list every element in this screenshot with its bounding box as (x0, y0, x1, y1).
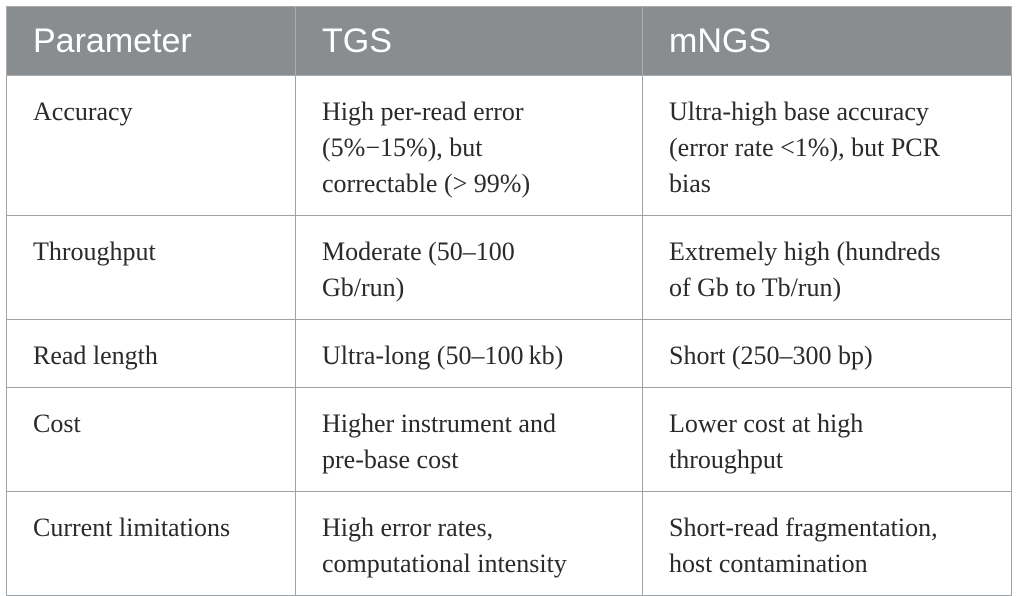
cell-parameter: Accuracy (6, 75, 296, 216)
cell-mngs: Short-read fragmentation, host contamina… (642, 491, 1012, 596)
cell-line: correctable (> 99%) (322, 169, 531, 198)
cell-line: Ultra-high base accuracy (669, 97, 929, 126)
cell-parameter: Cost (6, 387, 296, 492)
cell-line: Current limitations (33, 513, 231, 542)
header-tgs: TGS (295, 6, 643, 76)
header-mngs: mNGS (642, 6, 1012, 76)
table-header: Parameter TGS mNGS (6, 6, 1012, 76)
cell-parameter: Current limitations (6, 491, 296, 596)
header-row: Parameter TGS mNGS (6, 6, 1012, 76)
cell-line: Higher instrument and (322, 409, 556, 438)
table-row: Current limitations High error rates, co… (6, 491, 1012, 596)
cell-parameter: Throughput (6, 215, 296, 320)
cell-line: throughput (669, 445, 784, 474)
cell-line: Accuracy (33, 97, 133, 126)
cell-tgs: Ultra-long (50–100 kb) (295, 319, 643, 388)
table-row: Accuracy High per-read error (5%−15%), b… (6, 75, 1012, 216)
cell-line: Gb/run) (322, 273, 405, 302)
cell-tgs: Higher instrument and pre-base cost (295, 387, 643, 492)
cell-tgs: High error rates, computational intensit… (295, 491, 643, 596)
cell-line: Lower cost at high (669, 409, 864, 438)
cell-line: Short (250–300 bp) (669, 341, 873, 370)
cell-line: bias (669, 169, 711, 198)
cell-line: host contamination (669, 549, 868, 578)
cell-line: Cost (33, 409, 81, 438)
comparison-table: Parameter TGS mNGS Accuracy High per-rea… (6, 6, 1012, 596)
cell-parameter: Read length (6, 319, 296, 388)
cell-line: High per-read error (322, 97, 524, 126)
cell-line: pre-base cost (322, 445, 459, 474)
cell-line: of Gb to Tb/run) (669, 273, 842, 302)
cell-line: computational intensity (322, 549, 567, 578)
comparison-table-container: Parameter TGS mNGS Accuracy High per-rea… (6, 6, 1012, 596)
cell-line: Short-read fragmentation, (669, 513, 938, 542)
cell-tgs: Moderate (50–100 Gb/run) (295, 215, 643, 320)
cell-mngs: Lower cost at high throughput (642, 387, 1012, 492)
cell-line: (error rate <1%), but PCR (669, 133, 940, 162)
cell-mngs: Short (250–300 bp) (642, 319, 1012, 388)
cell-line: Extremely high (hundreds (669, 237, 941, 266)
cell-tgs: High per-read error (5%−15%), but correc… (295, 75, 643, 216)
header-parameter: Parameter (6, 6, 296, 76)
cell-mngs: Ultra-high base accuracy (error rate <1%… (642, 75, 1012, 216)
cell-line: Ultra-long (50–100 kb) (322, 341, 564, 370)
cell-mngs: Extremely high (hundreds of Gb to Tb/run… (642, 215, 1012, 320)
cell-line: Read length (33, 341, 158, 370)
cell-line: Throughput (33, 237, 156, 266)
table-row: Read length Ultra-long (50–100 kb) Short… (6, 319, 1012, 388)
table-row: Throughput Moderate (50–100 Gb/run) Extr… (6, 215, 1012, 320)
cell-line: High error rates, (322, 513, 494, 542)
cell-line: (5%−15%), but (322, 133, 483, 162)
table-row: Cost Higher instrument and pre-base cost… (6, 387, 1012, 492)
table-body: Accuracy High per-read error (5%−15%), b… (6, 75, 1012, 596)
cell-line: Moderate (50–100 (322, 237, 515, 266)
